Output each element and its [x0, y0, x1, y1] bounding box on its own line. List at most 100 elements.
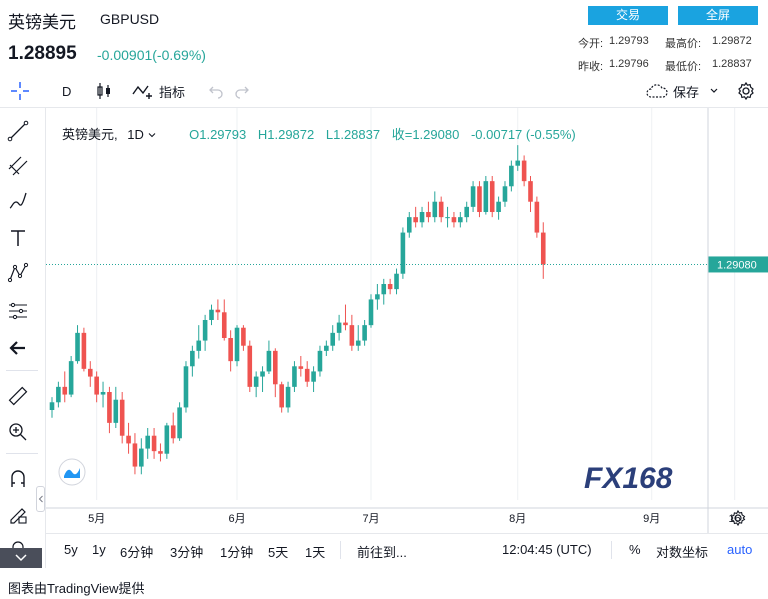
save-label: 保存 — [673, 84, 700, 100]
candle-body — [528, 181, 533, 202]
range-5y[interactable]: 5y — [64, 542, 78, 557]
candle-body — [445, 217, 450, 219]
auto-scale-toggle[interactable]: auto — [727, 542, 753, 557]
candle-body — [534, 201, 540, 233]
drawing-toolbar — [0, 108, 46, 568]
candle-body — [483, 181, 489, 212]
chevron-down-icon — [148, 133, 155, 138]
brush-icon[interactable] — [5, 188, 31, 214]
candle-body — [381, 284, 387, 295]
legend-change: -0.00717 (-0.55%) — [470, 127, 576, 142]
pattern-icon[interactable] — [5, 260, 31, 286]
candle-body — [496, 201, 501, 212]
range-1min[interactable]: 1分钟 — [220, 545, 254, 560]
chart-toolbar: D 指标 保存 — [0, 76, 768, 108]
candle-body — [515, 160, 521, 166]
low-value: 1.28837 — [712, 58, 752, 70]
candle-body — [298, 366, 304, 369]
zoom-in-icon[interactable] — [5, 419, 31, 445]
range-divider — [611, 541, 612, 559]
lock-drawings-icon[interactable] — [5, 501, 31, 527]
text-tool-icon[interactable] — [5, 225, 31, 251]
candle-body — [540, 232, 546, 265]
percent-toggle[interactable]: % — [629, 542, 641, 557]
candle-body — [190, 350, 195, 367]
interval-button[interactable]: D — [62, 83, 72, 99]
settings-gear-icon[interactable] — [736, 76, 756, 106]
legend-interval[interactable]: 1D — [127, 127, 159, 142]
parallel-channel-icon[interactable] — [5, 153, 31, 179]
arrow-left-icon[interactable] — [5, 335, 31, 361]
tool-divider — [6, 370, 38, 371]
candle-body — [170, 425, 176, 439]
candle-body — [209, 309, 214, 320]
magnet-icon[interactable] — [5, 466, 31, 492]
x-tick-label: 9月 — [643, 513, 660, 525]
range-1d[interactable]: 1天 — [305, 545, 326, 560]
log-scale-toggle[interactable]: 对数坐标 — [656, 545, 709, 560]
scroll-down-button[interactable] — [0, 548, 42, 568]
goto-date-button[interactable]: 前往到... — [357, 545, 407, 560]
prev-close-label: 昨收: — [578, 61, 604, 73]
candle-body — [368, 299, 374, 326]
last-price-tag — [708, 256, 768, 273]
chevron-down-icon — [710, 88, 718, 93]
range-1y[interactable]: 1y — [92, 542, 106, 557]
chevron-down-icon — [15, 554, 27, 562]
collapse-toolbar-button[interactable] — [36, 486, 45, 512]
high-value: 1.29872 — [712, 35, 752, 47]
trade-button[interactable]: 交易 — [588, 6, 668, 25]
candle-body — [68, 361, 74, 395]
candle-body — [477, 186, 482, 212]
candle-body — [343, 322, 348, 326]
indicators-button[interactable]: 指标 — [132, 76, 185, 106]
candle-body — [151, 435, 157, 452]
candle-body — [247, 345, 253, 387]
ruler-icon[interactable] — [5, 383, 31, 409]
candle-body — [336, 322, 342, 333]
candle-body — [521, 160, 527, 182]
candle-body — [183, 366, 189, 408]
cloud-icon — [646, 84, 668, 98]
candle-body — [81, 332, 87, 369]
crosshair-icon[interactable] — [6, 76, 34, 106]
candle-body — [202, 320, 208, 341]
candle-body — [509, 165, 514, 187]
candle-body — [221, 312, 227, 338]
quote-grid: 今开: 1.29793 最高价: 1.29872 昨收: 1.29796 最低价… — [0, 0, 768, 76]
legend-interval-label: 1D — [127, 127, 144, 142]
candle-body — [87, 368, 93, 377]
x-tick-label: 8月 — [509, 513, 526, 525]
legend-symbol: 英镑美元, — [62, 127, 118, 142]
candle-body — [62, 386, 68, 395]
range-3min[interactable]: 3分钟 — [170, 545, 204, 560]
candle-body — [400, 232, 406, 274]
x-tick-label: 7月 — [362, 513, 379, 525]
candle-body — [119, 399, 125, 436]
fullscreen-button[interactable]: 全屏 — [678, 6, 758, 25]
candle-body — [375, 294, 380, 300]
undo-icon[interactable] — [208, 76, 224, 106]
candle-body — [266, 350, 272, 372]
redo-icon[interactable] — [234, 76, 250, 106]
trend-line-icon[interactable] — [5, 118, 31, 144]
save-button[interactable]: 保存 — [645, 76, 719, 106]
prev-close-value: 1.29796 — [609, 58, 649, 70]
range-5d[interactable]: 5天 — [268, 545, 289, 560]
forecast-icon[interactable] — [5, 298, 31, 324]
candle-type-icon[interactable] — [95, 76, 113, 106]
axis-settings-gear-icon[interactable] — [730, 509, 746, 527]
x-tick-label: 6月 — [228, 513, 245, 525]
range-6min[interactable]: 6分钟 — [120, 545, 154, 560]
credit-text[interactable]: 图表由TradingView提供 — [8, 581, 145, 596]
candle-body — [234, 327, 240, 362]
candle-body — [330, 332, 336, 346]
tradingview-logo-icon[interactable] — [58, 458, 86, 486]
candle-body — [292, 366, 297, 387]
candle-body — [438, 201, 444, 218]
candle-body — [426, 212, 431, 218]
price-chart[interactable]: FX168 1.29080 5月 6月 7月 8月 9月 16 — [46, 108, 768, 533]
indicators-icon — [132, 85, 152, 99]
clock-time[interactable]: 12:04:45 (UTC) — [502, 542, 592, 557]
